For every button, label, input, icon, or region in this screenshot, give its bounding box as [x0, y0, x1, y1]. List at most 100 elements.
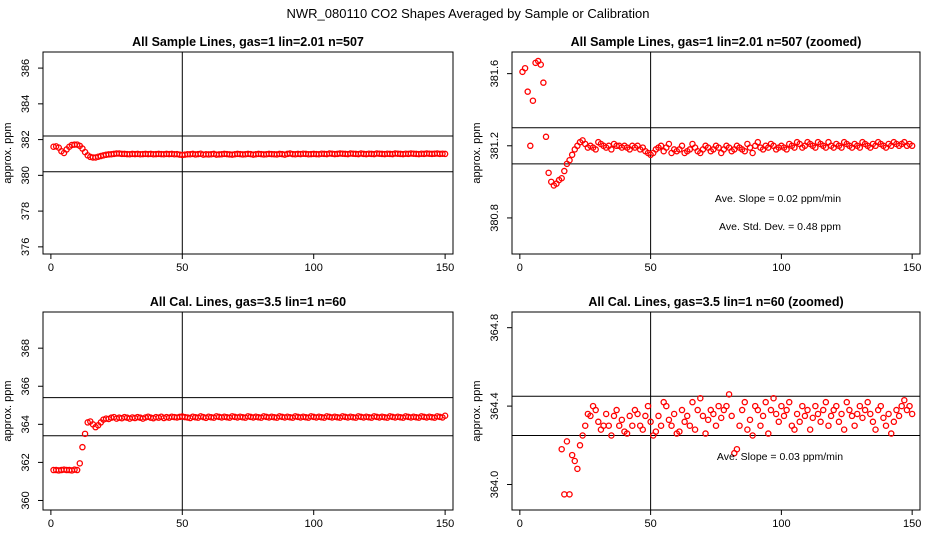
data-point — [676, 428, 683, 435]
data-point — [623, 430, 631, 437]
data-point — [592, 406, 599, 414]
chart-title: All Cal. Lines, gas=3.5 lin=1 n=60 (zoom… — [588, 295, 843, 309]
data-point — [835, 418, 843, 426]
chart-panel-2: All Sample Lines, gas=1 lin=2.01 n=507 (… — [471, 35, 921, 274]
data-point — [441, 150, 449, 158]
data-point — [846, 406, 853, 414]
data-point — [804, 406, 811, 414]
data-point — [864, 398, 871, 406]
data-point — [741, 398, 749, 406]
data-point — [908, 142, 916, 150]
data-point — [819, 406, 827, 414]
data-point — [812, 144, 819, 151]
data-point — [767, 406, 775, 414]
data-point — [592, 146, 599, 153]
y-tick-label: 381.6 — [489, 60, 501, 88]
y-axis-label: approx. ppm — [2, 380, 14, 441]
data-point — [655, 412, 662, 420]
data-point — [642, 412, 649, 420]
data-point — [806, 426, 814, 433]
data-point — [665, 140, 673, 148]
data-point — [827, 412, 835, 420]
data-point — [856, 144, 864, 151]
x-tick-label: 0 — [517, 518, 523, 530]
data-point — [796, 418, 803, 426]
data-point — [686, 422, 694, 429]
data-point — [647, 418, 654, 426]
data-point — [906, 402, 913, 410]
data-point — [712, 422, 720, 429]
data-point — [780, 412, 788, 420]
data-point — [670, 410, 678, 418]
data-point — [762, 398, 769, 406]
data-point — [738, 406, 746, 414]
data-point — [683, 412, 691, 420]
data-point — [71, 466, 78, 473]
data-point — [545, 169, 552, 177]
data-point — [783, 146, 790, 153]
data-point — [717, 414, 725, 422]
x-tick-label: 150 — [436, 518, 454, 530]
data-point — [663, 402, 670, 410]
data-point — [558, 174, 565, 182]
data-point — [895, 412, 903, 420]
data-point — [626, 412, 633, 420]
plot-frame — [42, 51, 454, 255]
data-point — [746, 416, 754, 424]
data-point — [699, 412, 707, 420]
data-point — [571, 457, 579, 465]
data-point — [791, 426, 798, 433]
y-tick-label: 382 — [20, 130, 32, 148]
y-tick-label: 366 — [20, 377, 32, 395]
data-point — [838, 144, 845, 151]
data-point — [678, 406, 686, 414]
data-point — [840, 426, 848, 433]
data-point — [851, 422, 858, 429]
data-point — [563, 438, 571, 445]
data-point — [799, 402, 806, 410]
y-axis-label: approx. ppm — [471, 122, 483, 183]
data-point — [723, 402, 730, 410]
data-point — [833, 402, 840, 410]
data-point — [681, 418, 688, 426]
data-point — [76, 460, 84, 467]
data-point — [618, 416, 626, 424]
data-point — [861, 406, 869, 414]
data-point — [702, 430, 709, 437]
data-point — [657, 422, 665, 429]
data-point — [814, 410, 822, 418]
data-point — [668, 422, 675, 429]
data-point — [665, 416, 673, 424]
data-point — [749, 432, 756, 439]
data-point — [537, 61, 545, 68]
data-point — [817, 418, 824, 426]
data-point — [605, 422, 613, 429]
data-point — [801, 412, 809, 420]
x-tick-label: 150 — [436, 262, 454, 274]
chart-annotation: Ave. Slope = 0.02 ppm/min — [715, 193, 841, 205]
data-point — [838, 410, 845, 418]
data-point — [73, 466, 81, 474]
x-tick-label: 100 — [305, 262, 323, 274]
data-point — [843, 398, 851, 406]
data-point — [736, 422, 743, 429]
data-point — [741, 147, 749, 155]
x-tick-label: 100 — [305, 518, 323, 530]
data-point — [576, 442, 584, 449]
y-tick-label: 380 — [20, 166, 32, 184]
data-point — [778, 402, 785, 410]
data-point — [728, 412, 735, 420]
data-point — [79, 443, 86, 451]
data-point — [757, 422, 764, 429]
data-point — [725, 391, 733, 398]
y-tick-label: 364.0 — [489, 471, 501, 499]
data-point — [561, 491, 568, 498]
data-point — [581, 422, 589, 429]
figure-title: NWR_080110 CO2 Shapes Averaged by Sample… — [286, 6, 649, 21]
y-tick-label: 380.8 — [489, 204, 501, 232]
data-point — [744, 426, 751, 433]
x-tick-label: 100 — [772, 518, 790, 530]
x-tick-label: 150 — [903, 518, 921, 530]
data-point — [529, 97, 537, 104]
